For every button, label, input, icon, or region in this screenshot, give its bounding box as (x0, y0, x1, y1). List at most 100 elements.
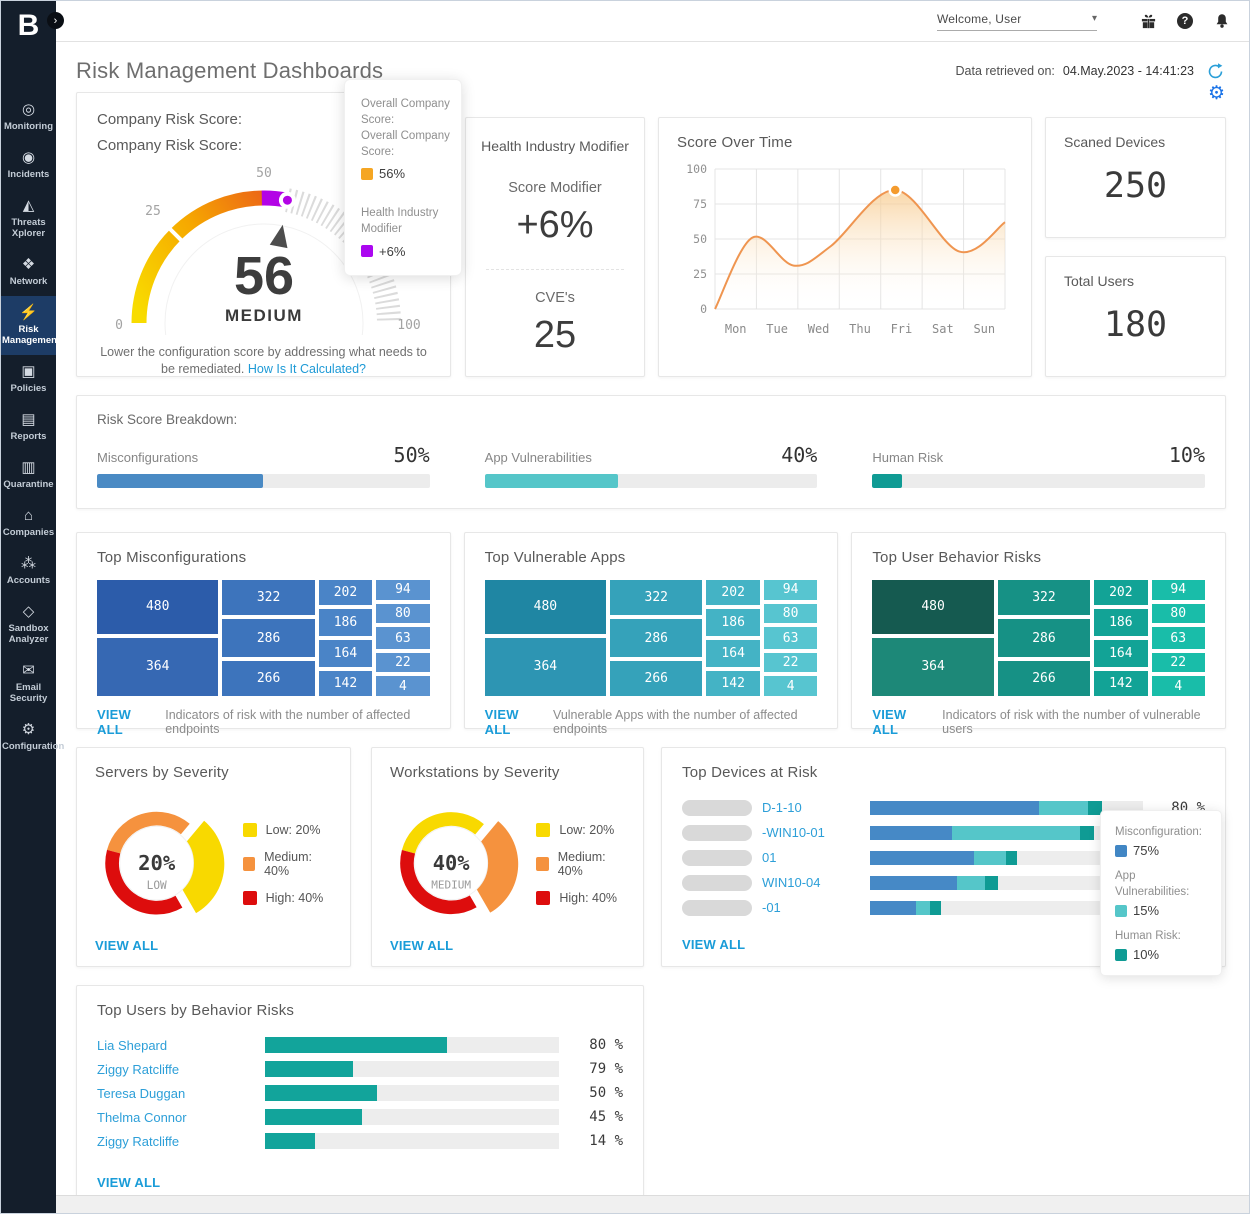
treemap-cell[interactable]: 202 (318, 580, 373, 605)
device-name-link[interactable]: -WIN10-01 (762, 825, 825, 840)
treemap-cell[interactable]: 202 (1094, 580, 1148, 605)
user-menu[interactable]: Welcome, User ▾ (937, 12, 1097, 31)
breakdown-app-vulnerabilities: App Vulnerabilities 40% (484, 443, 818, 488)
app-logo[interactable]: B (17, 9, 40, 42)
sidebar-item-monitoring[interactable]: ◎ Monitoring (1, 93, 56, 141)
treemap-cell[interactable]: 22 (1151, 652, 1205, 673)
tooltip-misconfig-label: Misconfiguration: (1115, 826, 1202, 838)
sidebar-item-quarantine[interactable]: ▥ Quarantine (1, 451, 56, 499)
treemap-cell[interactable]: 94 (1151, 580, 1205, 600)
legend-label: Medium: 40% (557, 850, 606, 878)
sidebar-item-accounts[interactable]: ⁂ Accounts (1, 547, 56, 595)
treemap-cell[interactable]: 80 (763, 603, 818, 624)
treemap-cell[interactable]: 186 (1094, 609, 1148, 636)
treemap-cell[interactable]: 480 (97, 580, 219, 634)
user-name-link[interactable]: Thelma Connor (97, 1109, 187, 1125)
breakdown-bar-track (484, 474, 818, 488)
view-all-link[interactable]: VIEW ALL (97, 707, 132, 737)
device-name-link[interactable]: -01 (762, 900, 781, 915)
treemap-cell[interactable]: 286 (997, 618, 1091, 658)
svg-text:100: 100 (686, 162, 707, 176)
device-avatar-placeholder (682, 799, 752, 816)
view-all-link[interactable]: VIEW ALL (95, 938, 159, 953)
treemap-cell[interactable]: 80 (1151, 603, 1205, 624)
sidebar-item-email-security[interactable]: ✉ Email Security (1, 654, 56, 713)
sidebar-item-reports[interactable]: ▤ Reports (1, 403, 56, 451)
treemap-cell[interactable]: 22 (763, 652, 818, 673)
view-all-link[interactable]: VIEW ALL (682, 937, 746, 952)
device-name-link[interactable]: D-1-10 (762, 800, 802, 815)
treemap-cell[interactable]: 142 (706, 671, 760, 696)
breakdown-value: 50% (393, 443, 430, 467)
sidebar-item-network[interactable]: ❖ Network (1, 248, 56, 296)
modifier-swatch (361, 245, 373, 258)
tooltip-overall-label-1: Overall Company Score: (361, 98, 450, 127)
treemap-cell[interactable]: 364 (97, 637, 219, 696)
user-risk-bar (265, 1109, 559, 1125)
risk-bar-segment (1006, 850, 1018, 865)
treemap-cell[interactable]: 80 (376, 603, 430, 624)
treemap-cell[interactable]: 142 (318, 671, 373, 696)
treemap-cell[interactable]: 94 (763, 580, 818, 600)
treemap-cell[interactable]: 286 (610, 618, 703, 658)
svg-text:56: 56 (234, 246, 294, 306)
treemap-cell[interactable]: 22 (376, 652, 430, 673)
user-name-link[interactable]: Lia Shepard (97, 1037, 168, 1053)
view-all-link[interactable]: VIEW ALL (872, 707, 907, 737)
svg-text:Sun: Sun (973, 322, 995, 336)
treemap-cell[interactable]: 480 (484, 580, 607, 634)
view-all-link[interactable]: VIEW ALL (484, 707, 519, 737)
sidebar-item-label: Risk Management (2, 324, 61, 346)
treemap-cell[interactable]: 142 (1094, 671, 1148, 696)
device-name-link[interactable]: 01 (762, 850, 777, 865)
device-name-link[interactable]: WIN10-04 (762, 875, 821, 890)
view-all-link[interactable]: VIEW ALL (97, 1175, 161, 1190)
scanned-devices-card: Scaned Devices 250 (1045, 117, 1226, 238)
treemap-cell[interactable]: 164 (706, 640, 760, 667)
treemap-cell[interactable]: 94 (376, 580, 430, 600)
sidebar-item-sandbox-analyzer[interactable]: ◇ Sandbox Analyzer (1, 595, 56, 654)
sidebar-item-risk-management[interactable]: ⚡ Risk Management (1, 296, 61, 355)
treemap-cell[interactable]: 164 (318, 640, 373, 667)
view-all-link[interactable]: VIEW ALL (390, 938, 454, 953)
treemap-cell[interactable]: 63 (1151, 627, 1205, 649)
gauge-footnote-text: Lower the configuration score by address… (100, 345, 427, 376)
treemap-cell[interactable]: 63 (376, 627, 430, 649)
treemap-cell[interactable]: 4 (763, 676, 818, 697)
notifications-bell-icon[interactable] (1213, 12, 1231, 30)
sidebar-expand-button[interactable]: › (47, 12, 64, 29)
treemap-cell[interactable]: 322 (610, 580, 703, 615)
how-calculated-link[interactable]: How Is It Calculated? (247, 361, 366, 376)
treemap-cell[interactable]: 266 (610, 661, 703, 696)
treemap-cell[interactable]: 364 (872, 637, 994, 696)
treemap-cell[interactable]: 186 (318, 609, 373, 636)
treemap-cell[interactable]: 4 (1151, 676, 1205, 697)
users-card-title: Top Users by Behavior Risks (97, 1002, 295, 1019)
treemap-cell[interactable]: 266 (222, 661, 315, 696)
treemap-cell[interactable]: 322 (997, 580, 1091, 615)
user-name-link[interactable]: Ziggy Ratcliffe (97, 1133, 180, 1149)
refresh-icon[interactable] (1206, 62, 1225, 81)
treemap-cell[interactable]: 286 (222, 618, 315, 658)
treemap-cell[interactable]: 322 (222, 580, 315, 615)
treemap-cell[interactable]: 164 (1094, 640, 1148, 667)
user-name-link[interactable]: Teresa Duggan (97, 1085, 186, 1101)
sidebar-item-companies[interactable]: ⌂ Companies (1, 499, 56, 547)
sidebar-item-threats-xplorer[interactable]: ◭ Threats Xplorer (1, 189, 56, 248)
treemap-cell[interactable]: 4 (376, 676, 430, 697)
sidebar-item-incidents[interactable]: ◉ Incidents (1, 141, 56, 189)
sidebar-item-policies[interactable]: ▣ Policies (1, 355, 56, 403)
treemap-cell[interactable]: 186 (706, 609, 760, 636)
treemap-cell[interactable]: 364 (484, 637, 607, 696)
treemap-cell[interactable]: 63 (763, 627, 818, 649)
treemap-cell[interactable]: 202 (706, 580, 760, 605)
treemap-cell[interactable]: 266 (997, 661, 1091, 696)
user-name-link[interactable]: Ziggy Ratcliffe (97, 1061, 180, 1077)
settings-gear-icon[interactable]: ⚙ (1207, 83, 1225, 104)
sidebar-item-configuration[interactable]: ⚙ Configuration (1, 713, 64, 761)
gift-icon[interactable] (1139, 12, 1157, 30)
welcome-label: Welcome, User (937, 11, 1022, 26)
treemap-column: 322 286 266 (997, 580, 1091, 696)
help-icon[interactable]: ? (1176, 12, 1194, 30)
treemap-cell[interactable]: 480 (872, 580, 994, 634)
